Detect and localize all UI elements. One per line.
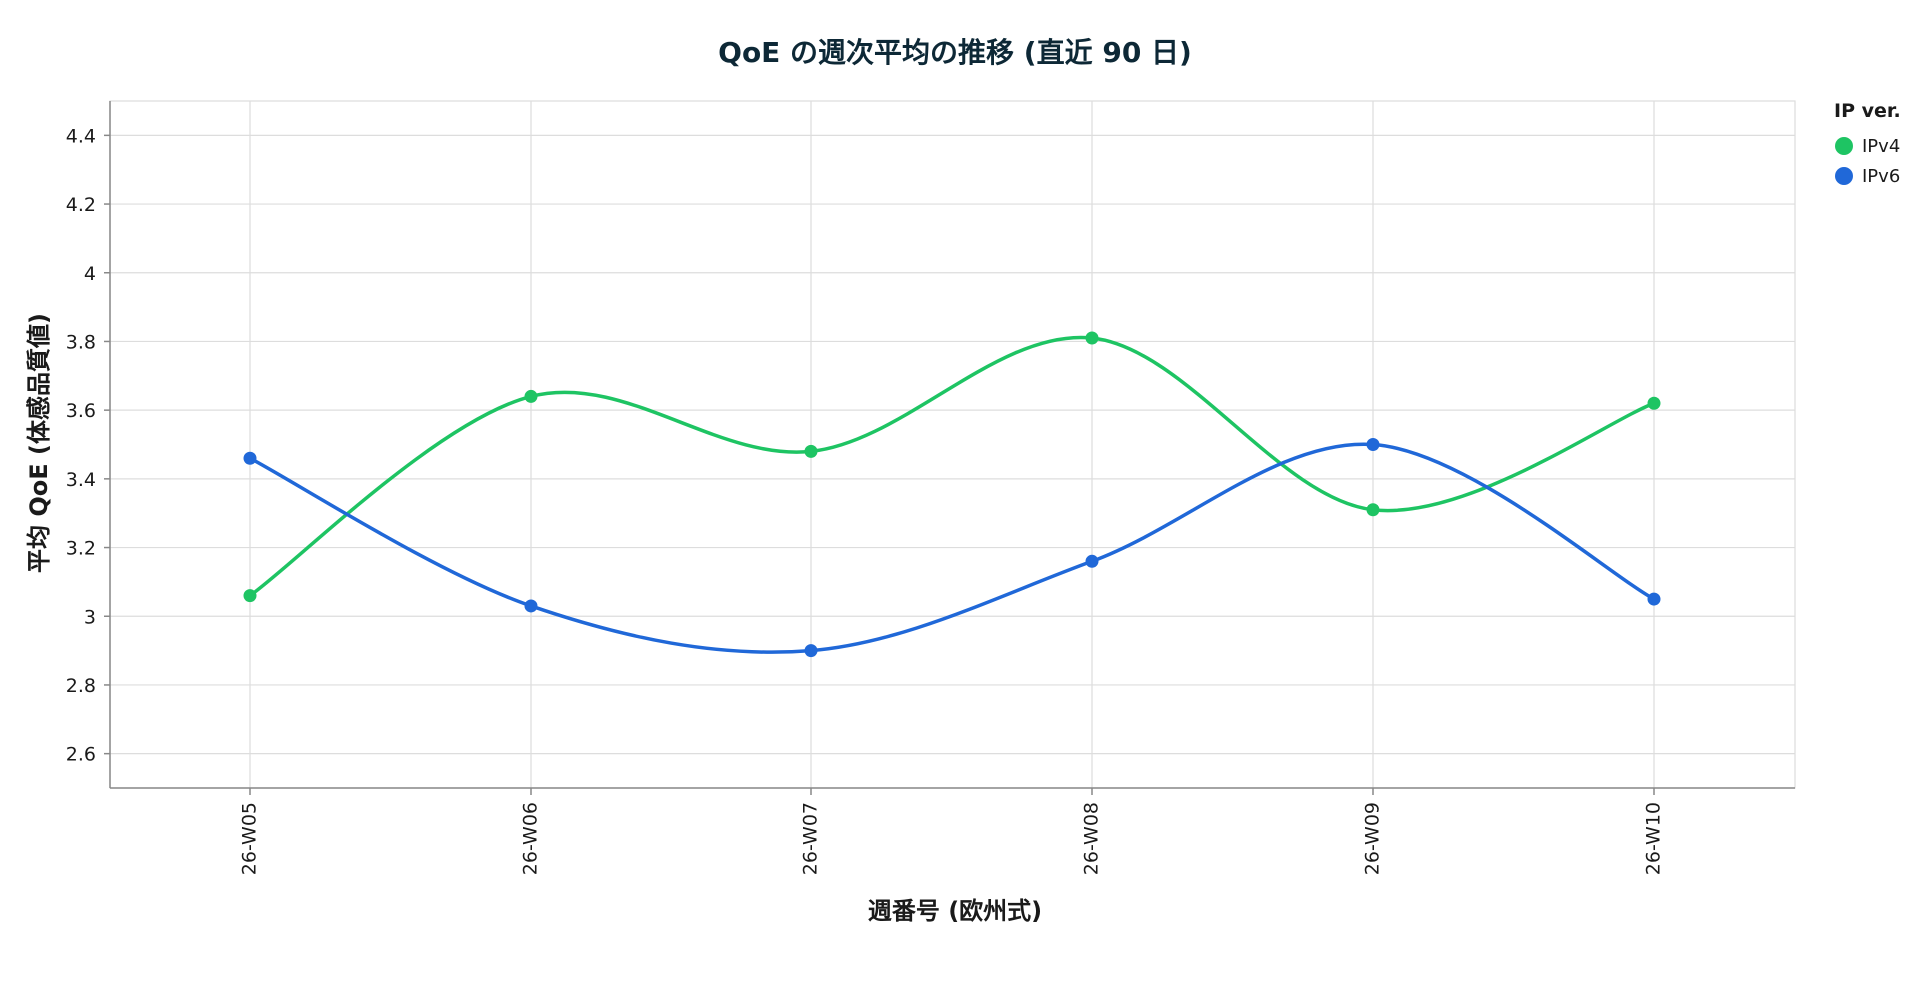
x-tick-label: 26-W06 — [520, 802, 542, 875]
data-point-ipv4-1 — [243, 589, 257, 603]
data-point-ipv6-6 — [1647, 592, 1661, 606]
y-tick-label: 3.4 — [66, 469, 96, 491]
x-tick-label: 26-W07 — [800, 802, 822, 875]
y-tick-label: 4.4 — [66, 125, 96, 147]
y-tick-label: 4 — [84, 263, 96, 285]
data-point-ipv6-2 — [524, 599, 538, 613]
y-axis-title: 平均 QoE (体感品質値) — [25, 313, 53, 573]
legend-label-ipv4: IPv4 — [1862, 136, 1900, 157]
data-point-ipv4-5 — [1366, 503, 1380, 517]
data-point-ipv4-2 — [524, 389, 538, 403]
data-point-ipv4-3 — [804, 444, 818, 458]
data-point-ipv6-4 — [1085, 554, 1099, 568]
legend-swatch-ipv6 — [1835, 167, 1853, 185]
y-tick-label: 3.2 — [66, 538, 96, 560]
x-tick-label: 26-W08 — [1081, 802, 1103, 875]
x-tick-label: 26-W10 — [1643, 802, 1665, 875]
x-tick-label: 26-W09 — [1362, 802, 1384, 875]
y-tick-label: 2.8 — [66, 675, 96, 697]
data-point-ipv4-6 — [1647, 396, 1661, 410]
x-tick-label: 26-W05 — [239, 802, 261, 875]
series-line-ipv6 — [248, 442, 1656, 654]
y-tick-label: 3 — [84, 606, 96, 628]
x-axis-title: 週番号 (欧州式) — [868, 897, 1042, 925]
legend-title: IP ver. — [1834, 100, 1901, 122]
legend-items: IPv4 IPv6 — [1835, 136, 1900, 187]
data-point-ipv6-1 — [243, 451, 257, 465]
data-point-ipv4-4 — [1085, 331, 1099, 345]
series-line-ipv4 — [248, 335, 1656, 598]
data-point-ipv6-3 — [804, 644, 818, 658]
y-tick-label: 3.6 — [66, 400, 96, 422]
legend-swatch-ipv4 — [1835, 137, 1853, 155]
legend: IP ver. IPv4 IPv6 — [1834, 100, 1901, 187]
legend-label-ipv6: IPv6 — [1862, 166, 1900, 187]
chart-title: QoE の週次平均の推移 (直近 90 日) — [718, 36, 1192, 69]
y-tick-label: 3.8 — [66, 331, 96, 353]
y-tick-label: 4.2 — [66, 194, 96, 216]
y-tick-label: 2.6 — [66, 744, 96, 766]
plot-area: 2.6 2.8 3 3.2 3.4 3.6 3.8 4 4.2 4.4 26-W05 26-W06 26… — [66, 100, 1796, 875]
data-point-ipv6-5 — [1366, 438, 1380, 451]
